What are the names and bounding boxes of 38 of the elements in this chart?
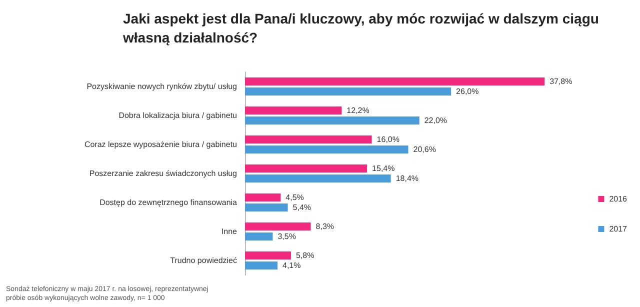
bar [245,88,452,96]
y-tick-label: Pozyskiwanie nowych rynków zbytu/ usług [86,82,237,91]
y-tick-label: Poszerzanie zakresu świadczonych usług [89,169,237,178]
y-tick-label: Coraz lepsze wyposażenie biura / gabinetu [84,140,237,149]
data-label: 16,0% [376,135,400,144]
bar [245,164,368,172]
bar [245,262,278,270]
bar [245,232,273,240]
bar [245,222,311,230]
data-label: 8,3% [316,222,334,231]
y-tick-label: Trudno powiedzieć [170,256,237,265]
data-label: 18,4% [396,174,419,183]
bar [245,174,391,182]
bar [245,106,342,114]
data-label: 12,2% [346,106,370,115]
legend-label: 2017 [609,224,628,234]
data-label: 4,1% [282,261,301,270]
bar [245,116,420,124]
bar [245,136,372,144]
y-tick-label: Dostęp do zewnętrznego finansowania [100,198,238,207]
data-label: 20,6% [413,145,436,154]
bar [245,252,291,260]
data-label: 4,5% [286,193,304,202]
bar [245,194,281,202]
data-label: 3,5% [278,232,296,241]
data-label: 5,4% [292,203,312,212]
data-label: 5,8% [296,251,314,260]
data-label: 37,8% [550,77,572,86]
data-label: 26,0% [456,87,479,96]
bar [245,146,408,154]
bar [245,78,545,86]
data-label: 15,4% [372,164,395,173]
y-tick-label: Dobra lokalizacja biura / gabinetu [118,111,237,120]
chart-title: Jaki aspekt jest dla Pana/i kluczowy, aby móc rozwijać w dalszym ciągu własną działalność? [122,10,599,46]
y-tick-label: Inne [221,227,238,236]
legend-label: 2016 [609,194,628,204]
data-label: 22,0% [424,116,448,125]
bar [245,204,288,212]
